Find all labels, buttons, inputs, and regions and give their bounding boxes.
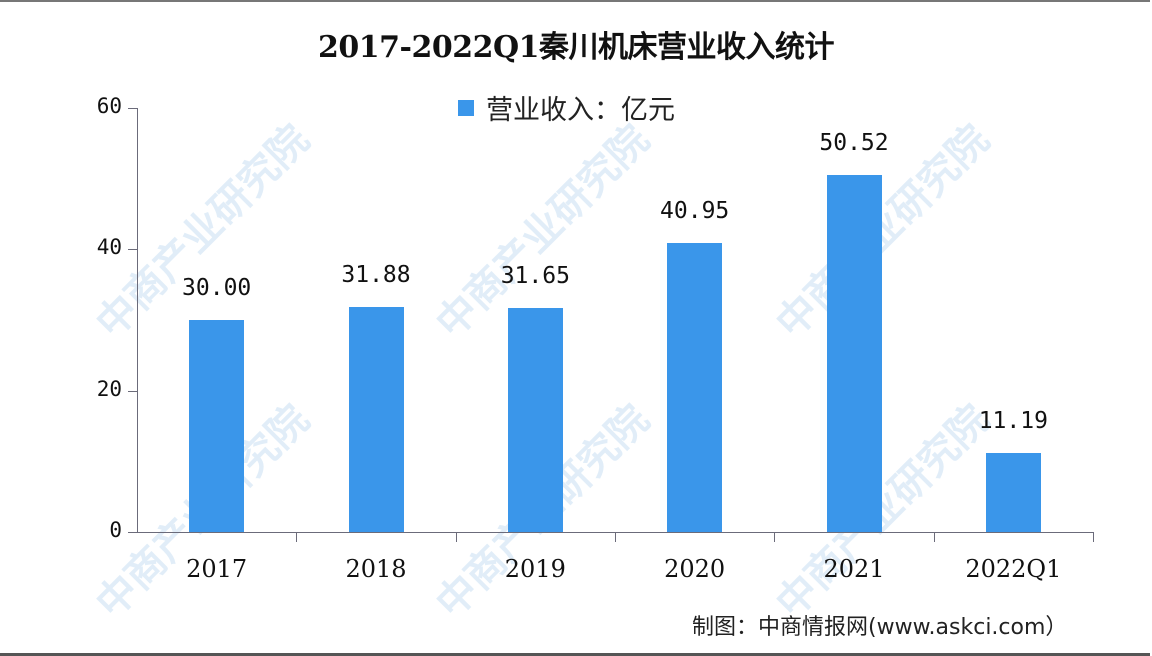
bar-2020 xyxy=(667,242,723,532)
legend-swatch xyxy=(458,99,474,116)
chart-title: 2017-2022Q1秦川机床营业收入统计 xyxy=(318,30,834,65)
x-tick-label: 2018 xyxy=(345,555,407,583)
x-tick xyxy=(1093,532,1094,542)
legend-label: 营业收入：亿元 xyxy=(486,95,675,126)
y-tick-label: 60 xyxy=(96,94,122,118)
y-tick xyxy=(128,532,137,533)
x-tick xyxy=(615,532,616,542)
value-label: 50.52 xyxy=(819,129,889,156)
x-tick-label: 2022Q1 xyxy=(965,555,1062,583)
bar-2019 xyxy=(507,308,563,532)
x-tick-label: 2021 xyxy=(823,555,885,583)
bar-2017 xyxy=(189,320,245,532)
y-tick xyxy=(128,249,137,251)
value-label: 11.19 xyxy=(978,407,1048,434)
value-label: 40.95 xyxy=(660,197,730,224)
value-label: 31.88 xyxy=(341,261,411,288)
x-tick xyxy=(456,532,457,542)
x-tick-label: 2019 xyxy=(504,555,566,583)
x-tick xyxy=(774,532,775,542)
bar-2021 xyxy=(826,174,882,532)
y-axis xyxy=(137,108,138,532)
y-tick-label: 40 xyxy=(96,235,122,260)
x-tick-label: 2020 xyxy=(664,555,726,583)
x-tick xyxy=(934,532,935,542)
y-tick xyxy=(128,390,137,392)
value-label: 31.65 xyxy=(500,263,570,290)
y-tick xyxy=(128,108,137,109)
x-tick xyxy=(296,532,297,542)
bar-2022Q1 xyxy=(985,452,1041,532)
bar-2018 xyxy=(348,306,404,532)
source-note: 制图：中商情报网(www.askci.com） xyxy=(692,615,1068,640)
y-tick-label: 0 xyxy=(109,518,122,542)
legend: 营业收入：亿元 xyxy=(458,88,675,127)
x-tick-label: 2017 xyxy=(186,555,248,583)
y-tick-label: 20 xyxy=(96,376,122,401)
value-label: 30.00 xyxy=(182,275,252,301)
